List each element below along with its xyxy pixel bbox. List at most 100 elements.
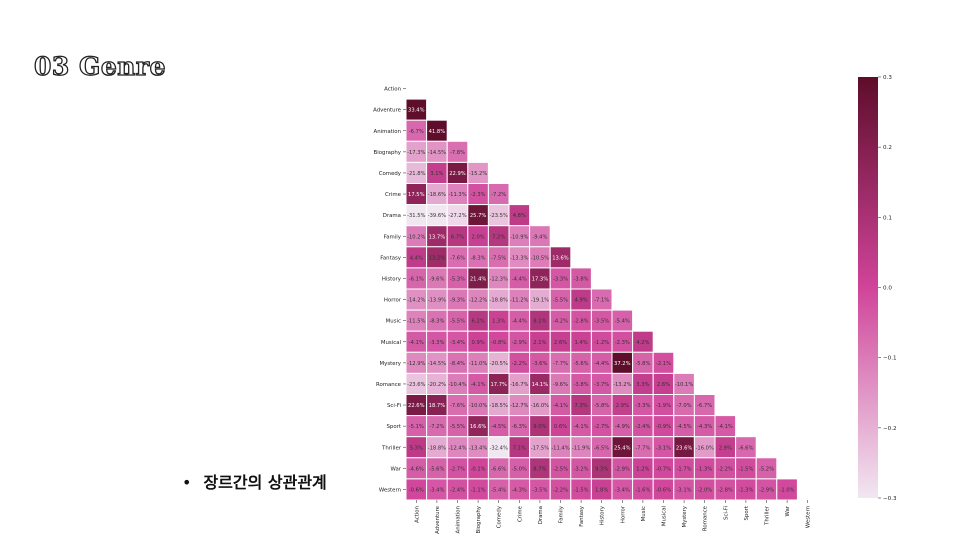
cell-value-label: 14.1% xyxy=(532,382,549,388)
cell-value-label: 13.7% xyxy=(429,234,446,240)
y-tick-label: Adventure xyxy=(373,108,402,114)
cell-value-label: -4.1% xyxy=(553,403,568,409)
cell-value-label: -10.2% xyxy=(407,234,425,240)
y-tick-label: Romance xyxy=(376,382,402,388)
y-tick-label: Sci-Fi xyxy=(387,403,401,409)
y-tick-label: Biography xyxy=(374,150,402,156)
x-tick-label: Thriller xyxy=(765,505,771,526)
cell-value-label: -13.4% xyxy=(469,445,487,451)
cell-value-label: -19.1% xyxy=(531,298,549,304)
cell-value-label: 1.4% xyxy=(575,340,588,346)
cell-value-label: -7.6% xyxy=(450,403,465,409)
cell-value-label: -7.5% xyxy=(491,255,506,261)
cell-value-label: -2.8% xyxy=(574,319,589,325)
cell-value-label: -3.3% xyxy=(429,340,444,346)
bullet-marker: • xyxy=(182,473,192,492)
cell-value-label: -2.5% xyxy=(553,466,568,472)
cell-value-label: -5.4% xyxy=(491,487,506,493)
cell-value-label: -12.9% xyxy=(407,361,425,367)
x-tick-label: Biography xyxy=(476,505,482,533)
cell-value-label: -31.5% xyxy=(407,213,425,219)
cell-value-label: -9.4% xyxy=(532,234,547,240)
cell-value-label: -4.9% xyxy=(615,424,630,430)
x-tick-label: Action xyxy=(414,506,420,523)
cell-value-label: -10.1% xyxy=(675,382,693,388)
cell-value-label: -7.2% xyxy=(429,424,444,430)
cell-value-label: -9.6% xyxy=(553,382,568,388)
cell-value-label: -5.6% xyxy=(574,361,589,367)
cell-value-label: -11.9% xyxy=(572,445,590,451)
cell-value-label: -23.6% xyxy=(407,382,425,388)
cell-value-label: -3.3% xyxy=(635,403,650,409)
cell-value-label: 3.1% xyxy=(430,171,443,177)
cell-value-label: -4.1% xyxy=(574,424,589,430)
y-tick-label: History xyxy=(382,276,402,282)
y-tick-label: Sport xyxy=(387,424,401,430)
y-tick-label: War xyxy=(390,466,401,472)
y-tick-label: Action xyxy=(384,87,401,93)
cell-value-label: -2.2% xyxy=(512,361,527,367)
cell-value-label: -4.3% xyxy=(512,487,527,493)
cell-value-label: -23.5% xyxy=(490,213,508,219)
x-tick-label: Animation xyxy=(456,506,462,533)
cell-value-label: 4.9% xyxy=(575,298,588,304)
cell-value-label: -1.7% xyxy=(677,466,692,472)
y-tick-label: Family xyxy=(384,234,402,240)
cell-value-label: -0.6% xyxy=(656,487,671,493)
cell-value-label: -0.9% xyxy=(656,424,671,430)
cell-value-label: 0.9% xyxy=(472,340,485,346)
y-tick-label: Crime xyxy=(385,192,402,198)
cell-value-label: -10.0% xyxy=(469,403,487,409)
cell-value-label: 1.3% xyxy=(492,319,505,325)
cell-value-label: -5.1% xyxy=(409,424,424,430)
cell-value-label: 21.4% xyxy=(470,276,487,282)
cell-value-label: -3.8% xyxy=(574,382,589,388)
y-tick-label: Fantasy xyxy=(380,255,402,261)
y-tick-label: Comedy xyxy=(379,171,402,177)
cell-value-label: 6.7% xyxy=(451,234,464,240)
cell-value-label: -5.6% xyxy=(429,466,444,472)
cell-value-label: -5.0% xyxy=(512,466,527,472)
cell-value-label: -4.5% xyxy=(491,424,506,430)
cell-value-label: -8.3% xyxy=(429,319,444,325)
cell-value-label: 6.2% xyxy=(472,319,485,325)
cell-value-label: -14.5% xyxy=(428,361,446,367)
cell-value-label: -0.1% xyxy=(471,466,486,472)
cell-value-label: -13.9% xyxy=(428,298,446,304)
colorbar-tick-label: 0.2 xyxy=(883,145,892,151)
cell-value-label: -13.3% xyxy=(510,255,528,261)
y-tick-label: Drama xyxy=(383,213,401,219)
y-tick-label: Mystery xyxy=(380,361,402,367)
cell-value-label: 8.7% xyxy=(533,466,546,472)
cell-value-label: -1.9% xyxy=(656,403,671,409)
cell-value-label: -3.4% xyxy=(450,340,465,346)
cell-value-label: 13.6% xyxy=(552,255,569,261)
cell-value-label: 3.3% xyxy=(636,382,649,388)
colorbar xyxy=(858,77,878,498)
cell-value-label: 7.1% xyxy=(513,445,526,451)
cell-value-label: -18.8% xyxy=(428,445,446,451)
cell-value-label: -0.6% xyxy=(409,487,424,493)
cell-value-label: 16.6% xyxy=(470,424,487,430)
cell-value-label: -6.7% xyxy=(697,403,712,409)
y-tick-label: Musical xyxy=(381,340,401,346)
cell-value-label: -3.7% xyxy=(594,382,609,388)
x-tick-label: Horror xyxy=(620,505,626,523)
cell-value-label: -3.4% xyxy=(429,487,444,493)
x-tick-label: Fantasy xyxy=(579,505,585,527)
cell-value-label: -7.0% xyxy=(677,403,692,409)
cell-value-label: -3.8% xyxy=(574,276,589,282)
cell-value-label: -6.7% xyxy=(409,129,424,135)
cell-value-label: -4.4% xyxy=(594,361,609,367)
cell-value-label: 4.4% xyxy=(410,255,423,261)
cell-value-label: -3.5% xyxy=(594,319,609,325)
cell-value-label: -8.4% xyxy=(450,361,465,367)
x-tick-label: Adventure xyxy=(435,505,441,534)
cell-value-label: -1.5% xyxy=(574,487,589,493)
cell-value-label: -8.3% xyxy=(471,255,486,261)
x-tick-label: Musical xyxy=(662,506,668,526)
cell-value-label: -18.6% xyxy=(428,192,446,198)
x-tick-label: Mystery xyxy=(682,505,688,527)
cell-value-label: 17.3% xyxy=(532,276,549,282)
cell-value-label: -5.2% xyxy=(759,466,774,472)
